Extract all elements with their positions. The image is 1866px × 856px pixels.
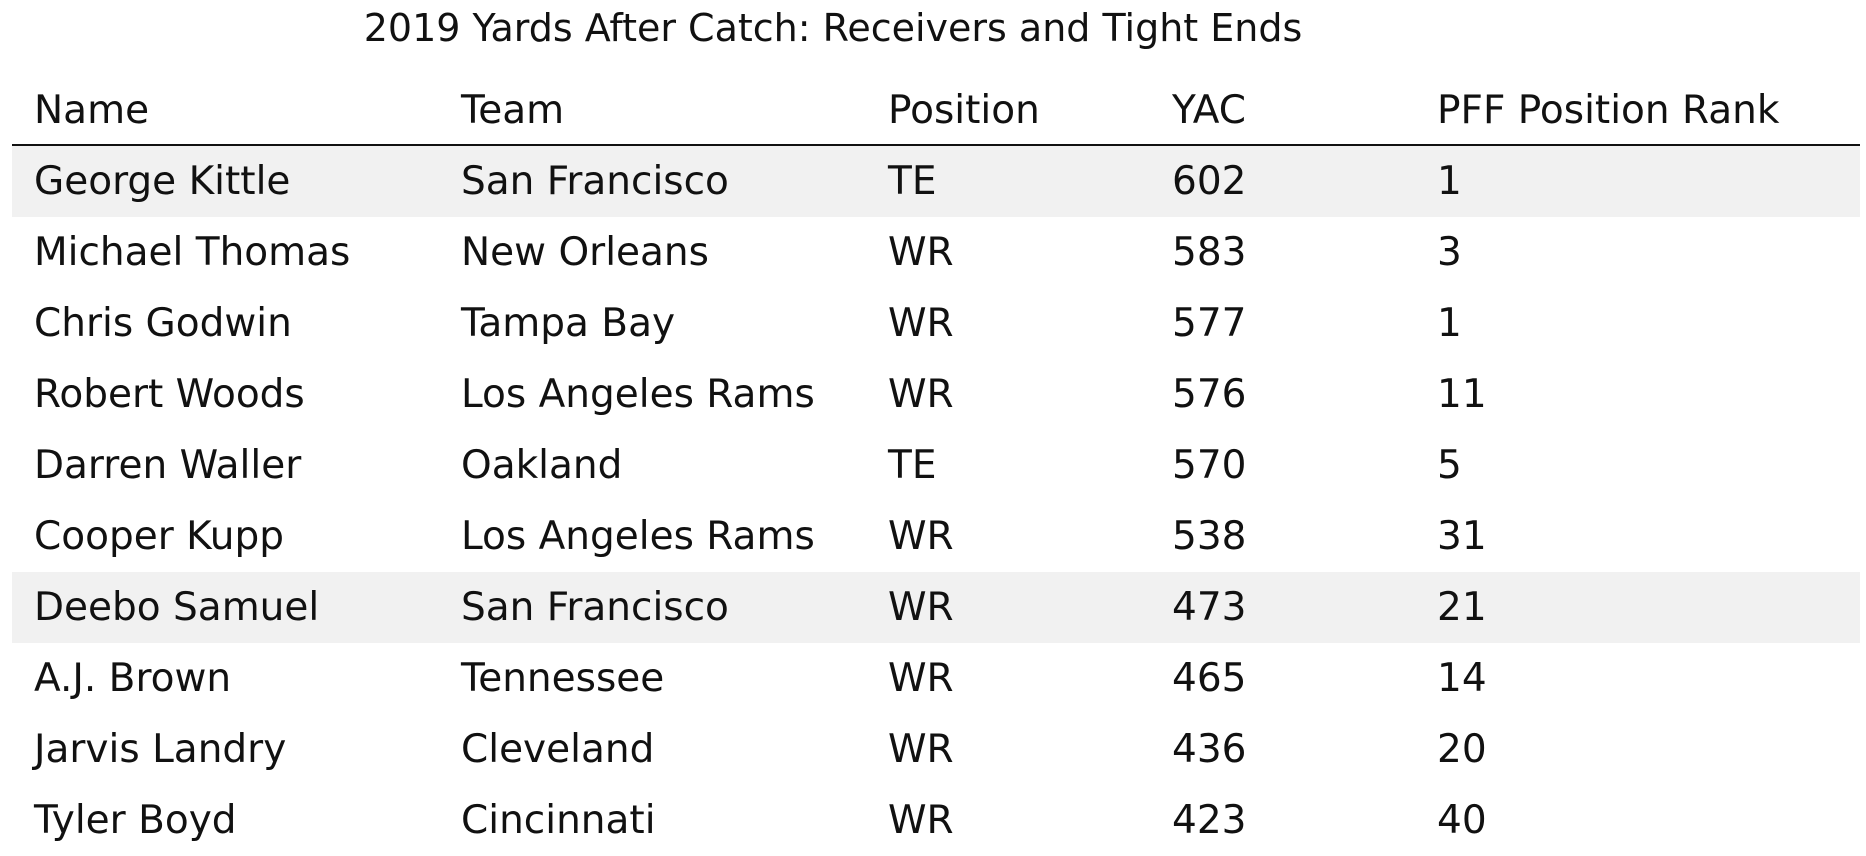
cell-pff-rank: 14 [1437,656,1487,701]
table-row: Darren Waller Oakland TE 570 5 [12,430,1860,501]
cell-yac: 577 [1172,301,1247,346]
cell-position: WR [888,230,954,275]
column-header-position: Position [866,76,1150,146]
cell-yac: 436 [1172,727,1247,772]
cell-name: George Kittle [12,145,439,217]
cell-yac: 423 [1172,798,1247,843]
column-header-team: Team [439,76,866,146]
cell-name: Chris Godwin [34,301,292,346]
column-header-pff-rank: PFF Position Rank [1415,76,1860,146]
cell-team: Tennessee [461,656,665,701]
column-header-yac: YAC [1150,76,1415,146]
cell-yac: 583 [1172,230,1247,275]
yac-table: Name Team Position YAC PFF Position Rank… [12,76,1860,856]
table-row: Cooper Kupp Los Angeles Rams WR 538 31 [12,501,1860,572]
cell-team: Los Angeles Rams [461,372,815,417]
cell-yac: 576 [1172,372,1247,417]
table-row: Chris Godwin Tampa Bay WR 577 1 [12,288,1860,359]
cell-team: Los Angeles Rams [461,514,815,559]
cell-position: WR [888,301,954,346]
table-row: Tyler Boyd Cincinnati WR 423 40 [12,785,1860,856]
table-title: 2019 Yards After Catch: Receivers and Ti… [363,6,1303,50]
cell-name: Cooper Kupp [34,514,284,559]
cell-name: Deebo Samuel [12,572,439,643]
table-body: George Kittle San Francisco TE 602 1 Michael … [12,145,1860,856]
cell-pff-rank: 3 [1437,230,1462,275]
cell-name: Robert Woods [34,372,305,417]
cell-position: WR [866,572,1150,643]
column-header-name: Name [12,76,439,146]
table-row: Deebo Samuel San Francisco WR 473 21 [12,572,1860,643]
cell-team: Tampa Bay [461,301,676,346]
cell-name: Tyler Boyd [34,798,237,843]
cell-pff-rank: 20 [1437,727,1487,772]
cell-name: A.J. Brown [34,656,232,701]
cell-pff-rank: 1 [1437,301,1462,346]
cell-team: Cleveland [461,727,655,772]
cell-name: Jarvis Landry [34,727,287,772]
cell-position: WR [888,372,954,417]
cell-position: WR [888,514,954,559]
table-row: Jarvis Landry Cleveland WR 436 20 [12,714,1860,785]
cell-pff-rank: 1 [1415,145,1860,217]
cell-yac: 473 [1150,572,1415,643]
cell-position: WR [888,798,954,843]
cell-yac: 465 [1172,656,1247,701]
cell-pff-rank: 40 [1437,798,1487,843]
cell-pff-rank: 31 [1437,514,1487,559]
cell-position: WR [888,656,954,701]
table-row: A.J. Brown Tennessee WR 465 14 [12,643,1860,714]
cell-team: Cincinnati [461,798,656,843]
table-row: Michael Thomas New Orleans WR 583 3 [12,217,1860,288]
cell-team: San Francisco [439,572,866,643]
cell-yac: 570 [1172,443,1247,488]
cell-name: Michael Thomas [34,230,351,275]
cell-name: Darren Waller [34,443,302,488]
cell-team: Oakland [461,443,623,488]
cell-position: WR [888,727,954,772]
cell-pff-rank: 21 [1415,572,1860,643]
cell-pff-rank: 11 [1437,372,1487,417]
table-row: Robert Woods Los Angeles Rams WR 576 11 [12,359,1860,430]
cell-position: TE [866,145,1150,217]
table-row: George Kittle San Francisco TE 602 1 [12,145,1860,217]
header-row: Name Team Position YAC PFF Position Rank [12,76,1860,146]
cell-yac: 602 [1150,145,1415,217]
cell-position: TE [888,443,937,488]
cell-team: San Francisco [439,145,866,217]
cell-team: New Orleans [461,230,709,275]
cell-pff-rank: 5 [1437,443,1462,488]
cell-yac: 538 [1172,514,1247,559]
